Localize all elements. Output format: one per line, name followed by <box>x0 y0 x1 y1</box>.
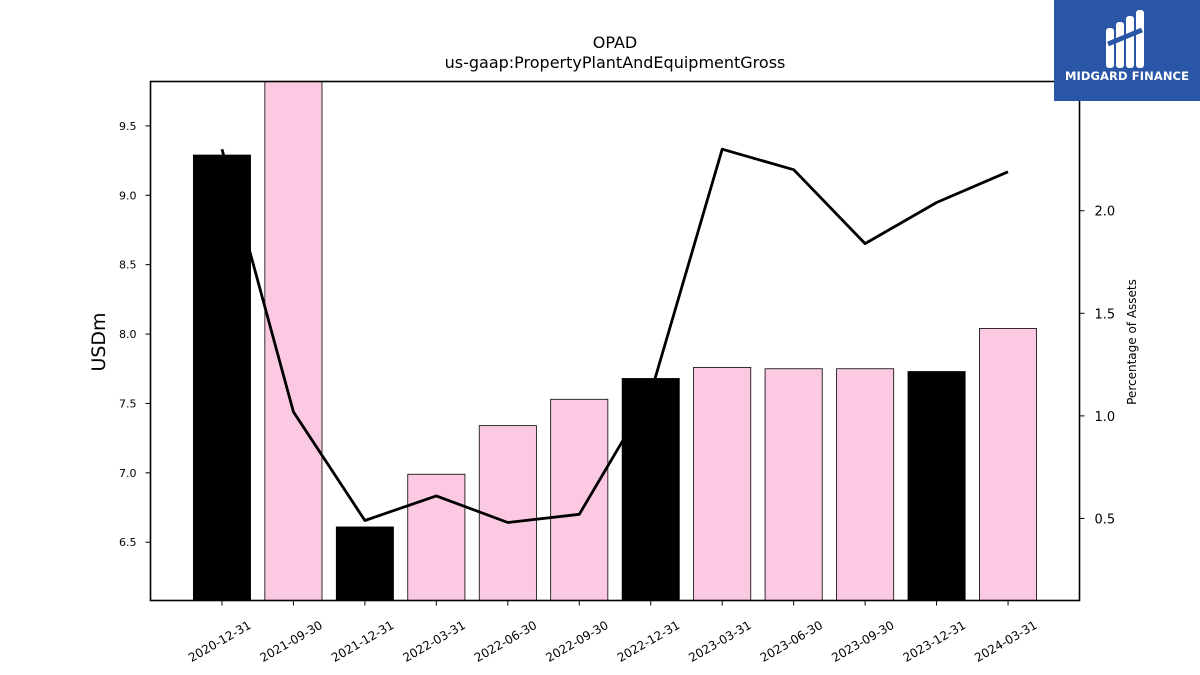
bar <box>907 371 966 601</box>
bar <box>693 366 752 601</box>
y2-axis-label: Percentage of Assets <box>1125 279 1139 405</box>
x-tick-label: 2020-12-31 <box>186 618 253 665</box>
y-tick-label: 8.5 <box>119 259 137 272</box>
x-tick-label: 2022-09-30 <box>543 618 610 665</box>
x-tick-label: 2021-09-30 <box>258 618 325 665</box>
y2-tick-label: 0.5 <box>1095 512 1116 527</box>
chart-title: OPAD <box>593 33 637 52</box>
y2-tick-label: 1.0 <box>1095 410 1116 425</box>
chart-subtitle: us-gaap:PropertyPlantAndEquipmentGross <box>445 53 786 72</box>
x-tick-label: 2022-03-31 <box>400 618 467 665</box>
y-tick-label: 7.5 <box>119 397 137 410</box>
x-tick-label: 2021-12-31 <box>329 618 396 665</box>
y-tick-label: 6.5 <box>119 536 137 549</box>
logo-mark-icon <box>1106 10 1144 68</box>
bar <box>550 398 609 601</box>
midgard-finance-logo: MIDGARD FINANCE <box>1054 0 1200 101</box>
bar-series <box>192 81 1038 601</box>
bar <box>621 378 680 601</box>
bar <box>192 154 251 601</box>
y-axis-left: 6.5 7.0 7.5 8.0 8.5 9.0 9.5 <box>119 120 151 549</box>
bar <box>335 526 394 601</box>
x-tick-label: 2023-03-31 <box>686 618 753 665</box>
logo-text: MIDGARD FINANCE <box>1064 69 1190 83</box>
x-tick-label: 2022-12-31 <box>615 618 682 665</box>
y2-tick-label: 1.5 <box>1095 307 1116 322</box>
bar <box>979 328 1038 601</box>
bar <box>764 368 823 601</box>
plot-frame <box>149 80 1081 602</box>
x-tick-label: 2023-12-31 <box>901 618 968 665</box>
bar <box>478 425 537 601</box>
bar <box>836 368 895 601</box>
x-tick-label: 2023-09-30 <box>829 618 896 665</box>
y-tick-label: 7.0 <box>119 467 137 480</box>
x-tick-label: 2022-06-30 <box>472 618 539 665</box>
y-axis-right: 0.5 1.0 1.5 2.0 <box>1079 205 1116 527</box>
x-tick-label: 2023-06-30 <box>758 618 825 665</box>
y-tick-label: 8.0 <box>119 328 137 341</box>
y-tick-label: 9.5 <box>119 120 137 133</box>
percentage-line <box>220 147 1009 524</box>
y-tick-label: 9.0 <box>119 189 137 202</box>
bar <box>407 473 466 601</box>
y-axis-label: USDm <box>88 312 110 371</box>
y2-tick-label: 2.0 <box>1095 205 1116 220</box>
x-axis: 2020-12-31 2021-09-30 2021-12-31 2022-03-31… <box>186 600 1040 665</box>
x-tick-label: 2024-03-31 <box>972 618 1039 665</box>
